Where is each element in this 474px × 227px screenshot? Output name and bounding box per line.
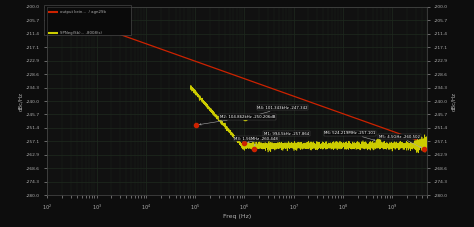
FancyBboxPatch shape [44,5,131,35]
Text: output kein...  / agn2Sb: output kein... / agn2Sb [60,10,106,15]
Text: M4: 101.343kHz -247.342: M4: 101.343kHz -247.342 [248,106,308,118]
Y-axis label: dBc/Hz: dBc/Hz [18,91,23,111]
Text: SPNeg(Sb)... -8008(s): SPNeg(Sb)... -8008(s) [60,31,101,35]
Text: M5: 4.5GHz -260.502: M5: 4.5GHz -260.502 [379,135,421,148]
Text: M3: 1.56MHz -260.448: M3: 1.56MHz -260.448 [234,137,278,146]
Text: M2: 104.862kHz -250.206dB: M2: 104.862kHz -250.206dB [200,115,275,125]
Y-axis label: dBc/Hz: dBc/Hz [451,91,456,111]
Text: SPNeg(Sb)... -8008(s): SPNeg(Sb)... -8008(s) [60,31,101,35]
Text: output kein...  / agn2Sb: output kein... / agn2Sb [60,10,106,15]
X-axis label: Freq (Hz): Freq (Hz) [223,214,251,219]
Text: M1: 994.5kHz -257.864: M1: 994.5kHz -257.864 [247,132,309,143]
Text: M6: 524.219MHz -257.101: M6: 524.219MHz -257.101 [324,131,376,141]
